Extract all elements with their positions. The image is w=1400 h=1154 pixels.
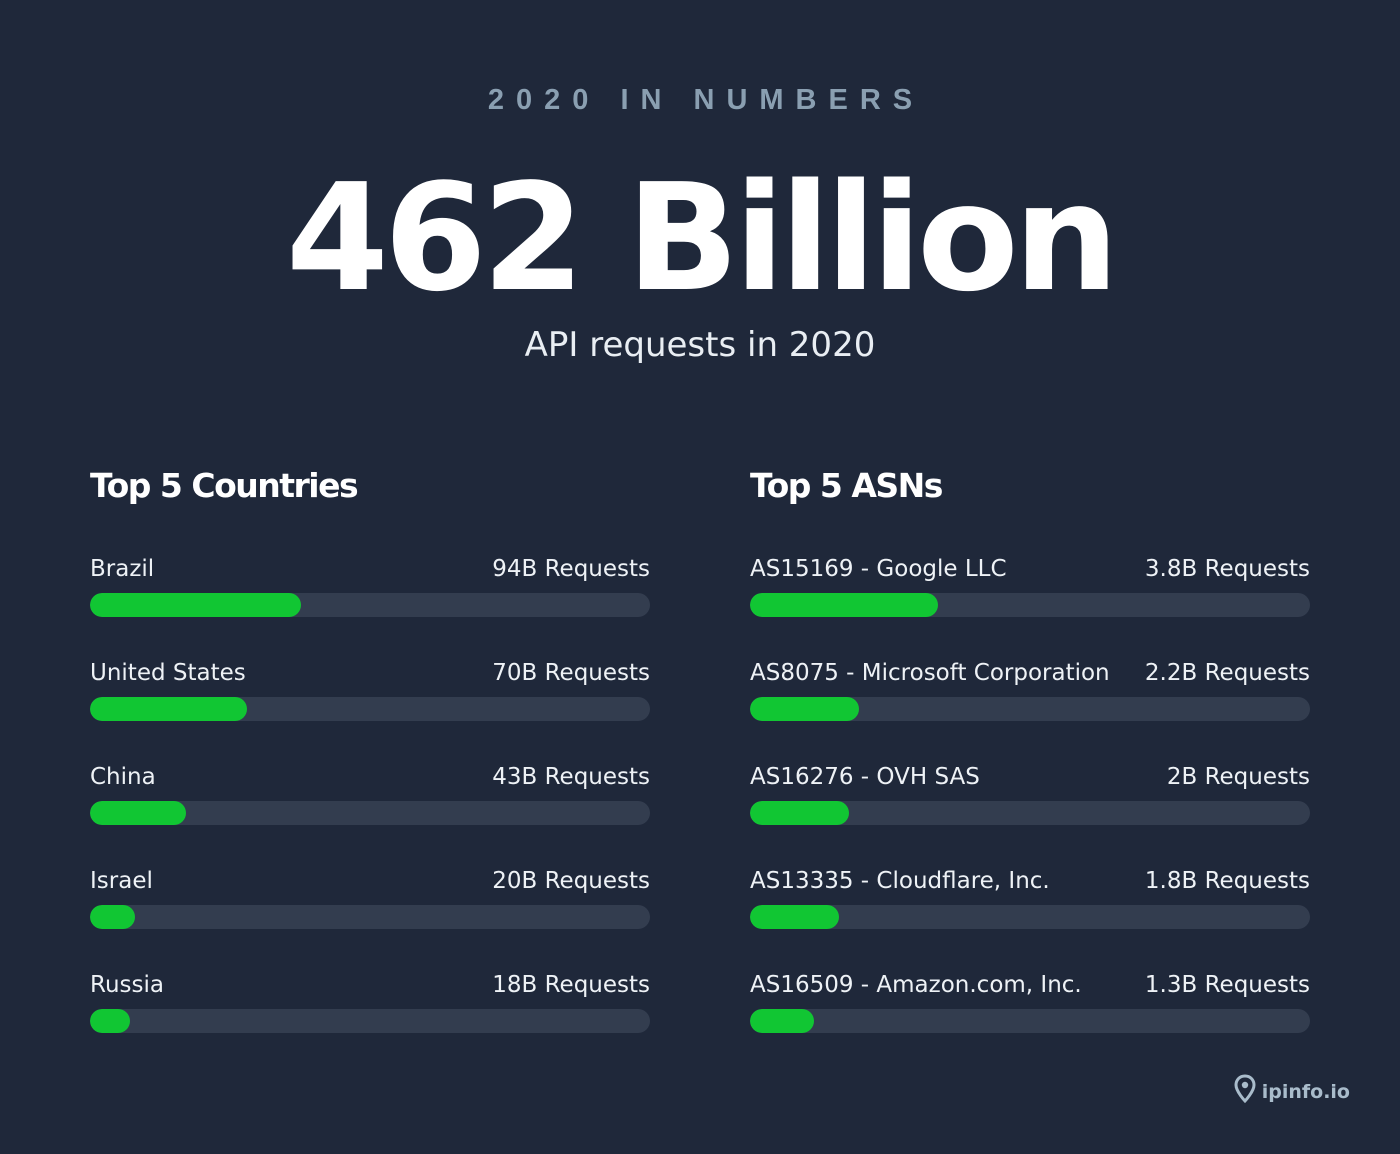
- bar-category-label: AS16509 - Amazon.com, Inc.: [750, 972, 1082, 998]
- bar-row: AS16276 - OVH SAS 2B Requests: [750, 762, 1310, 866]
- bar-track: [90, 593, 650, 617]
- asns-title: Top 5 ASNs: [750, 466, 943, 505]
- bar-fill: [750, 593, 939, 617]
- bar-row-header: China 43B Requests: [90, 762, 650, 792]
- bar-row-header: United States 70B Requests: [90, 658, 650, 688]
- bar-row: AS16509 - Amazon.com, Inc. 1.3B Requests: [750, 970, 1310, 1074]
- bar-value-label: 94B Requests: [492, 556, 650, 582]
- headline-number: 462 Billion: [285, 152, 1119, 324]
- asns-panel: Top 5 ASNs AS15169 - Google LLC 3.8B Requ…: [750, 466, 1310, 1074]
- bar-fill: [90, 801, 187, 825]
- bar-row: China 43B Requests: [90, 762, 650, 866]
- bar-row: Russia 18B Requests: [90, 970, 650, 1074]
- bar-track: [750, 905, 1310, 929]
- bar-track: [750, 593, 1310, 617]
- headline-subtitle: API requests in 2020: [524, 325, 876, 365]
- bar-category-label: China: [90, 764, 156, 790]
- asns-bars: AS15169 - Google LLC 3.8B Requests AS8075 …: [750, 554, 1310, 1074]
- bar-value-label: 43B Requests: [492, 764, 650, 790]
- bar-row-header: Israel 20B Requests: [90, 866, 650, 896]
- bar-row: Israel 20B Requests: [90, 866, 650, 970]
- bar-value-label: 2B Requests: [1166, 764, 1310, 790]
- location-pin-icon: [1234, 1074, 1256, 1109]
- bar-track: [90, 905, 650, 929]
- countries-title: Top 5 Countries: [90, 466, 359, 505]
- bar-row: AS15169 - Google LLC 3.8B Requests: [750, 554, 1310, 658]
- eyebrow-title: 2020 IN NUMBERS: [487, 84, 925, 116]
- bar-category-label: AS13335 - Cloudflare, Inc.: [750, 868, 1050, 894]
- bar-category-label: Russia: [90, 972, 164, 998]
- bar-fill: [750, 1009, 815, 1033]
- bar-row-header: AS16509 - Amazon.com, Inc. 1.3B Requests: [750, 970, 1310, 1000]
- bar-fill: [90, 593, 301, 617]
- bar-category-label: Brazil: [90, 556, 155, 582]
- bar-row-header: Russia 18B Requests: [90, 970, 650, 1000]
- bar-category-label: United States: [90, 660, 246, 686]
- bar-row: AS8075 - Microsoft Corporation 2.2B Reque…: [750, 658, 1310, 762]
- bar-row: United States 70B Requests: [90, 658, 650, 762]
- bar-track: [90, 697, 650, 721]
- bar-row-header: AS16276 - OVH SAS 2B Requests: [750, 762, 1310, 792]
- bar-category-label: Israel: [90, 868, 153, 894]
- bar-track: [750, 697, 1310, 721]
- bar-row-header: AS8075 - Microsoft Corporation 2.2B Reque…: [750, 658, 1310, 688]
- bar-fill: [750, 801, 850, 825]
- bar-value-label: 1.3B Requests: [1144, 972, 1310, 998]
- bar-row-header: Brazil 94B Requests: [90, 554, 650, 584]
- bar-category-label: AS16276 - OVH SAS: [750, 764, 980, 790]
- bar-fill: [750, 905, 840, 929]
- bar-row: Brazil 94B Requests: [90, 554, 650, 658]
- bar-value-label: 3.8B Requests: [1144, 556, 1310, 582]
- bar-fill: [90, 905, 135, 929]
- bar-fill: [90, 1009, 131, 1033]
- countries-bars: Brazil 94B Requests United States 70B Reque…: [90, 554, 650, 1074]
- bar-track: [750, 801, 1310, 825]
- countries-panel: Top 5 Countries Brazil 94B Requests United…: [90, 466, 650, 1074]
- bar-row: AS13335 - Cloudflare, Inc. 1.8B Requests: [750, 866, 1310, 970]
- bar-track: [750, 1009, 1310, 1033]
- bar-fill: [90, 697, 247, 721]
- bar-value-label: 70B Requests: [492, 660, 650, 686]
- bar-value-label: 2.2B Requests: [1144, 660, 1310, 686]
- bar-category-label: AS8075 - Microsoft Corporation: [750, 660, 1110, 686]
- bar-value-label: 18B Requests: [492, 972, 650, 998]
- ipinfo-logo: ipinfo.io: [1234, 1074, 1350, 1109]
- bar-value-label: 20B Requests: [492, 868, 650, 894]
- bar-category-label: AS15169 - Google LLC: [750, 556, 1007, 582]
- bar-row-header: AS13335 - Cloudflare, Inc. 1.8B Requests: [750, 866, 1310, 896]
- bar-row-header: AS15169 - Google LLC 3.8B Requests: [750, 554, 1310, 584]
- logo-text: ipinfo.io: [1261, 1080, 1350, 1103]
- bar-value-label: 1.8B Requests: [1144, 868, 1310, 894]
- bar-fill: [750, 697, 860, 721]
- bar-track: [90, 801, 650, 825]
- bar-track: [90, 1009, 650, 1033]
